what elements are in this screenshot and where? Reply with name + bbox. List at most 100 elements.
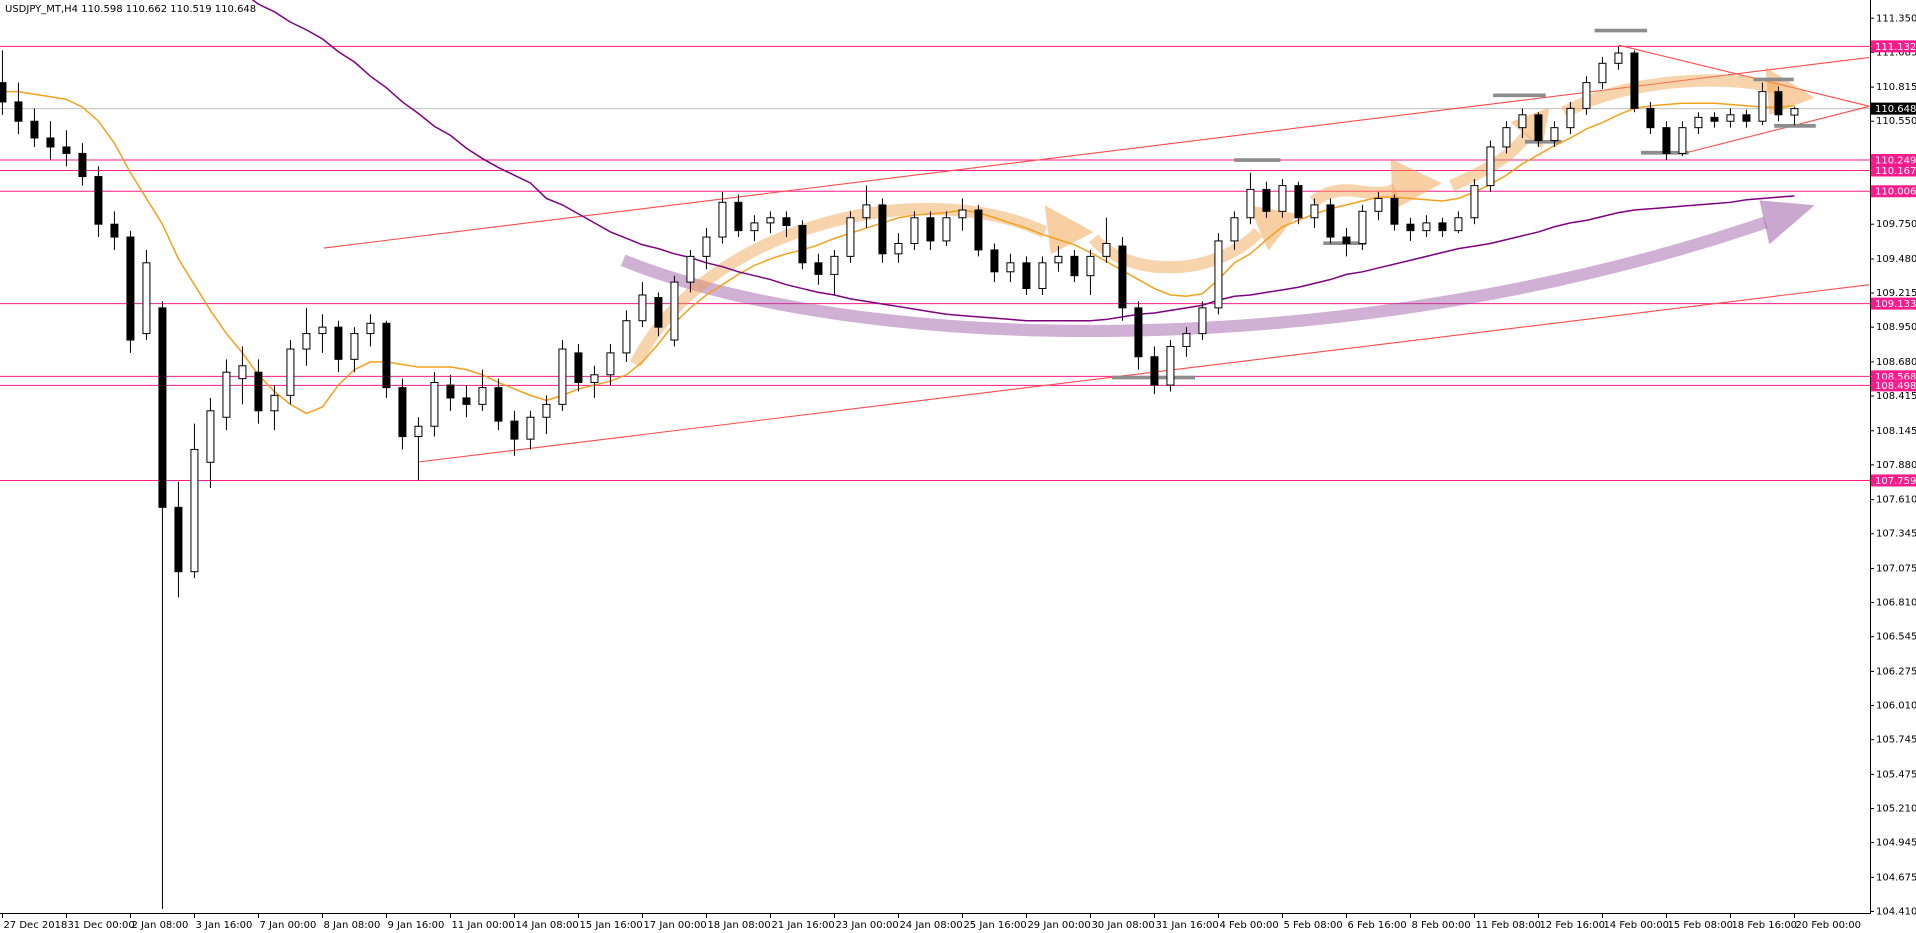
candle-body (1278, 185, 1287, 212)
arrow (1449, 130, 1533, 192)
x-tick-label: 17 Jan 00:00 (643, 920, 706, 931)
x-tick-label: 18 Jan 08:00 (707, 920, 770, 931)
x-tick-label: 7 Jan 00:00 (259, 920, 316, 931)
x-tick-label: 6 Feb 16:00 (1347, 920, 1406, 931)
candle-body (910, 217, 919, 245)
candle-body (750, 222, 759, 232)
y-tick-label: 111.350 (1876, 13, 1916, 24)
candle-body (1086, 255, 1095, 277)
candle-body (398, 387, 407, 438)
candle-body (510, 420, 519, 440)
candle-body (1006, 262, 1015, 273)
level-label-box (1871, 40, 1916, 53)
level-label: 110.249 (1875, 155, 1916, 166)
candle-body (974, 209, 983, 251)
candle-body (926, 217, 935, 242)
candle-body (1694, 116, 1703, 129)
candle-body (894, 243, 903, 255)
candle-body (414, 425, 423, 438)
candle-body (1358, 210, 1367, 245)
candle-body (830, 255, 839, 275)
candle-body (590, 374, 599, 383)
y-tick-label: 104.410 (1876, 906, 1916, 917)
level-label-box (1871, 474, 1916, 487)
y-tick-label: 107.345 (1876, 529, 1916, 540)
candle-body (430, 381, 439, 427)
x-tick-label: 11 Jan 00:00 (451, 920, 514, 931)
candle-body (638, 294, 647, 322)
candle-body (1166, 345, 1175, 386)
candle-body (1342, 236, 1351, 245)
candle-body (622, 320, 631, 354)
candle-body (1214, 240, 1223, 309)
y-tick-label: 108.950 (1876, 322, 1916, 333)
trendline (1618, 44, 1870, 107)
level-label: 107.759 (1875, 476, 1916, 487)
x-tick-label: 23 Jan 00:00 (835, 920, 898, 931)
candle-body (366, 322, 375, 335)
candle-body (382, 322, 391, 389)
level-label: 110.006 (1875, 187, 1916, 198)
x-tick-label: 8 Feb 00:00 (1411, 920, 1470, 931)
candle-body (1662, 127, 1671, 154)
arrow (1309, 183, 1398, 207)
arrow-head (1044, 205, 1094, 255)
candle-body (1534, 114, 1543, 142)
candle-body (814, 262, 823, 275)
candle-body (878, 204, 887, 255)
y-tick-label: 111.085 (1876, 47, 1916, 58)
level-label: 108.568 (1875, 372, 1916, 383)
candle-body (1758, 91, 1767, 122)
candle-body (1566, 107, 1575, 129)
candle-body (110, 223, 119, 238)
moving-average (251, 0, 1795, 322)
level-label-box (1871, 164, 1916, 177)
arrow-head (1759, 200, 1815, 245)
candle-body (1630, 52, 1639, 109)
level-label: 109.133 (1875, 299, 1916, 310)
y-tick-label: 109.215 (1876, 288, 1916, 299)
x-tick-label: 31 Jan 16:00 (1155, 920, 1218, 931)
y-tick-label: 106.275 (1876, 666, 1916, 677)
candle-body (206, 410, 215, 463)
candle-body (462, 397, 471, 405)
candle-body (1470, 185, 1479, 219)
candle-body (334, 326, 343, 360)
arrow-head (1248, 205, 1298, 251)
candle-body (1678, 127, 1687, 154)
candle-body (1598, 62, 1607, 84)
trendline (419, 284, 1870, 463)
candle-body (1582, 82, 1591, 109)
y-tick-label: 104.675 (1876, 872, 1916, 883)
candle-body (1070, 255, 1079, 277)
x-tick-label: 9 Jan 16:00 (387, 920, 444, 931)
candle-body (1022, 262, 1031, 290)
candle-body (78, 152, 87, 178)
last-price-label: 110.648 (1875, 104, 1916, 115)
level-label-box (1871, 370, 1916, 383)
candle-body (302, 333, 311, 350)
x-tick-label: 5 Feb 08:00 (1283, 920, 1342, 931)
level-lines (0, 45, 1870, 481)
candle-body (494, 387, 503, 422)
candle-body (718, 201, 727, 238)
candle-body (1790, 108, 1799, 116)
y-tick-label: 104.945 (1876, 838, 1916, 849)
candle-body (238, 365, 247, 380)
candle-body (1742, 114, 1751, 122)
indicator-lines (2, 0, 1795, 415)
level-label-box (1871, 153, 1916, 166)
moving-average (2, 90, 1795, 415)
candle-body (1182, 333, 1191, 347)
x-tick-label: 27 Dec 2018 (3, 920, 67, 931)
candle-body (286, 348, 295, 396)
candle-body (542, 403, 551, 418)
candle-body (318, 326, 327, 335)
candle-body (1118, 245, 1127, 309)
x-tick-label: 29 Jan 00:00 (1027, 920, 1090, 931)
candle-body (1198, 307, 1207, 335)
x-tick-label: 24 Jan 08:00 (899, 920, 962, 931)
